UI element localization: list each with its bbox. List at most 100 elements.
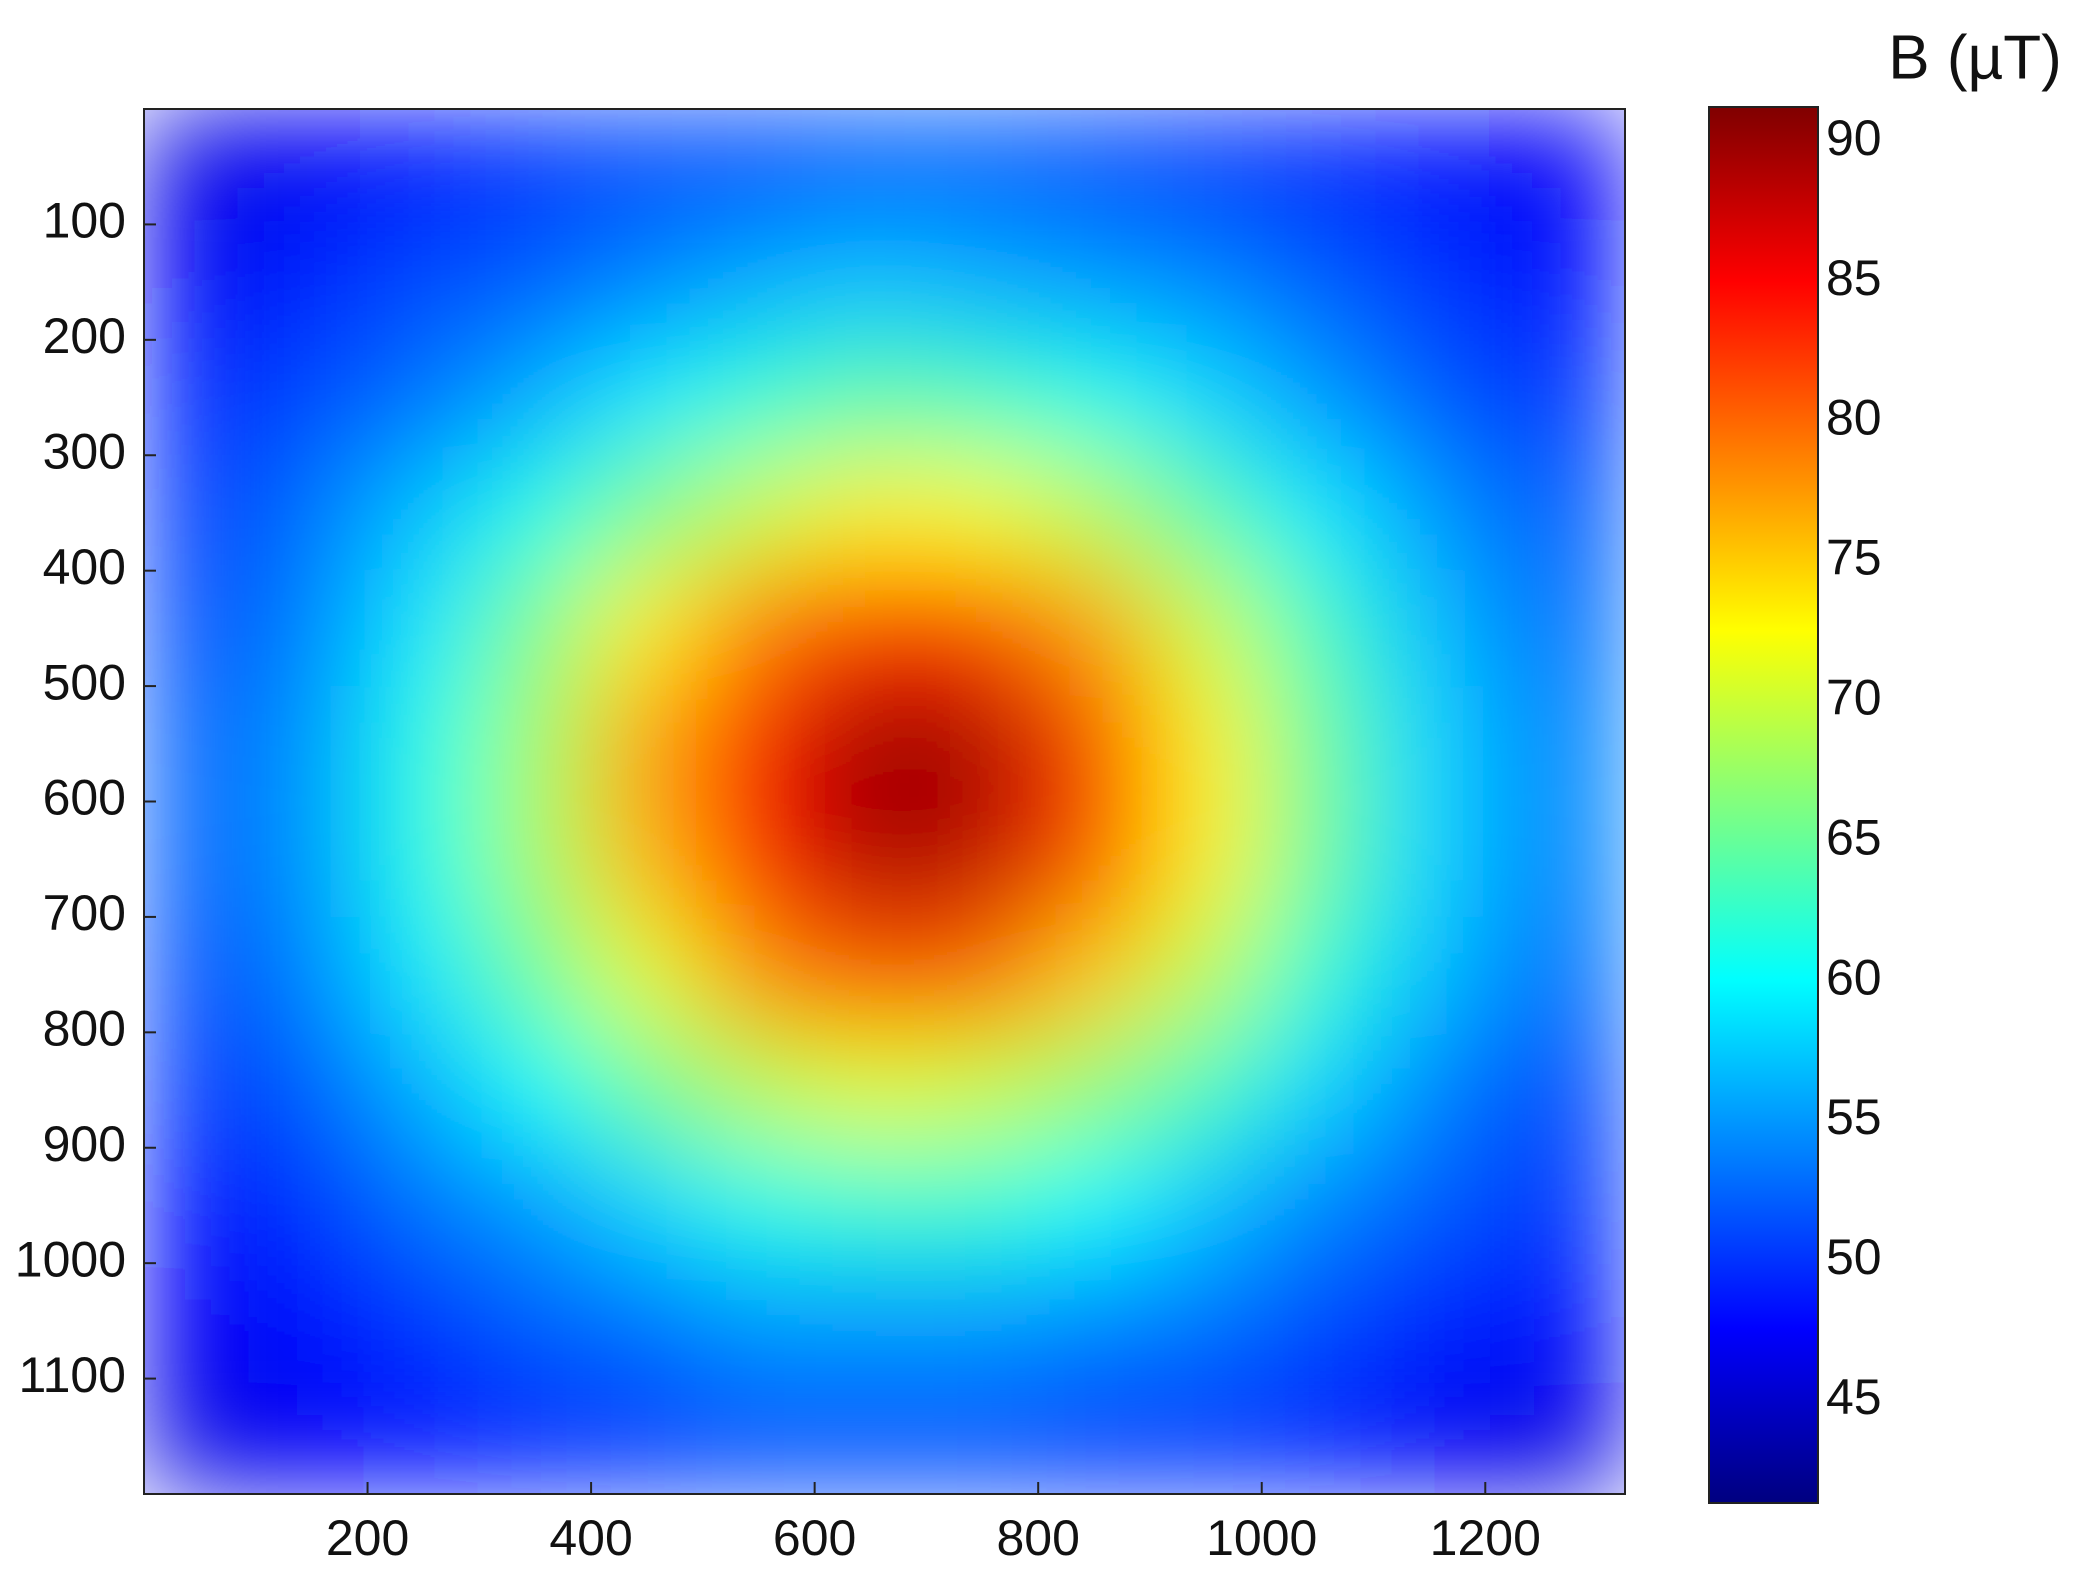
heat-cell [926,916,1039,1033]
heat-cell [1261,224,1375,341]
heat-cell [1373,916,1486,1033]
heat-cell [702,916,816,1033]
heat-cell [1149,1378,1263,1494]
heat-cell [1485,224,1625,341]
heat-cell [814,224,927,341]
heat-cell [1038,916,1151,1033]
heat-cell [1485,801,1625,918]
x-tick-label: 1000 [1206,1510,1317,1566]
heat-cell [1149,339,1263,456]
heat-cell [1373,455,1486,572]
heat-cell [926,1263,1039,1380]
heat-cell [591,339,704,456]
heat-cell [1149,455,1263,572]
heat-cell [479,686,592,802]
heat-cell [1485,1263,1625,1380]
heat-cell [255,339,369,456]
colorbar-tick-label: 45 [1826,1369,1882,1425]
heat-cell [479,1378,592,1494]
heat-cell [702,224,816,341]
heat-cell [367,570,480,687]
heat-cell [255,916,369,1033]
heat-cell [814,109,927,225]
colorbar-tick-label: 70 [1826,669,1882,725]
heat-cell [1038,455,1151,572]
heat-cell [702,1147,816,1264]
heat-cell [1038,1147,1151,1264]
heat-cell [1149,1263,1263,1380]
heat-cell [926,109,1039,225]
heat-cell [1373,686,1486,802]
colorbar-tick-label: 50 [1826,1229,1882,1285]
y-tick-label: 100 [43,193,126,249]
heat-cell [1373,1378,1486,1494]
heat-cell [591,109,704,225]
heat-cell [1485,1147,1625,1264]
heat-cell [1038,1032,1151,1149]
x-tick-label: 400 [549,1510,632,1566]
heat-cell [1373,339,1486,456]
heat-cell [926,1378,1039,1494]
heat-cell [926,686,1039,802]
heat-cell [926,801,1039,918]
heat-cell [1373,570,1486,687]
heat-cell [591,916,704,1033]
heat-cell [1485,339,1625,456]
heat-cell [367,224,480,341]
colorbar-tick-label: 80 [1826,390,1882,446]
heat-cell [814,686,927,802]
heat-cell [1261,1378,1375,1494]
heat-cell [814,1032,927,1149]
heat-cell [1373,1147,1486,1264]
heat-cell [144,801,257,918]
heat-cell [814,339,927,456]
heat-cell [479,224,592,341]
heat-cell [702,570,816,687]
heat-cell [255,1032,369,1149]
heat-cell [144,916,257,1033]
heat-cell [591,801,704,918]
heat-cell [479,570,592,687]
colorbar [1708,106,1819,1504]
heat-cell [591,455,704,572]
heat-cell [1485,455,1625,572]
colorbar-tick-label: 85 [1826,250,1882,306]
heat-cell [1149,1147,1263,1264]
heat-cell [1485,109,1625,225]
heat-cell [367,1147,480,1264]
heat-cell [255,1147,369,1264]
heat-cell [1149,916,1263,1033]
heat-cell [255,1263,369,1380]
heat-cell [367,801,480,918]
heat-cell [144,455,257,572]
heat-cell [367,1032,480,1149]
heat-cell [1485,686,1625,802]
heat-cell [591,570,704,687]
colorbar-tick-label: 55 [1826,1089,1882,1145]
x-tick-label: 200 [326,1510,409,1566]
heat-cell [255,570,369,687]
heat-cell [479,801,592,918]
heat-cell [1149,224,1263,341]
heat-cell [702,1032,816,1149]
heat-cell [814,1378,927,1494]
heat-cell [1485,1032,1625,1149]
heat-cell [479,916,592,1033]
heat-cell [1261,1032,1375,1149]
colorbar-tick-label: 65 [1826,809,1882,865]
heat-cell [255,801,369,918]
heat-cell [479,1032,592,1149]
heat-cell [1038,339,1151,456]
heat-cell [255,686,369,802]
heat-cell [591,1147,704,1264]
heat-cell [367,455,480,572]
y-tick-label: 500 [43,654,126,710]
heat-cell [702,339,816,456]
heat-cell [479,339,592,456]
heat-cell [814,1147,927,1264]
heat-cell [702,1263,816,1380]
heat-cell [255,455,369,572]
heat-cell [1038,801,1151,918]
heat-cell [1261,686,1375,802]
